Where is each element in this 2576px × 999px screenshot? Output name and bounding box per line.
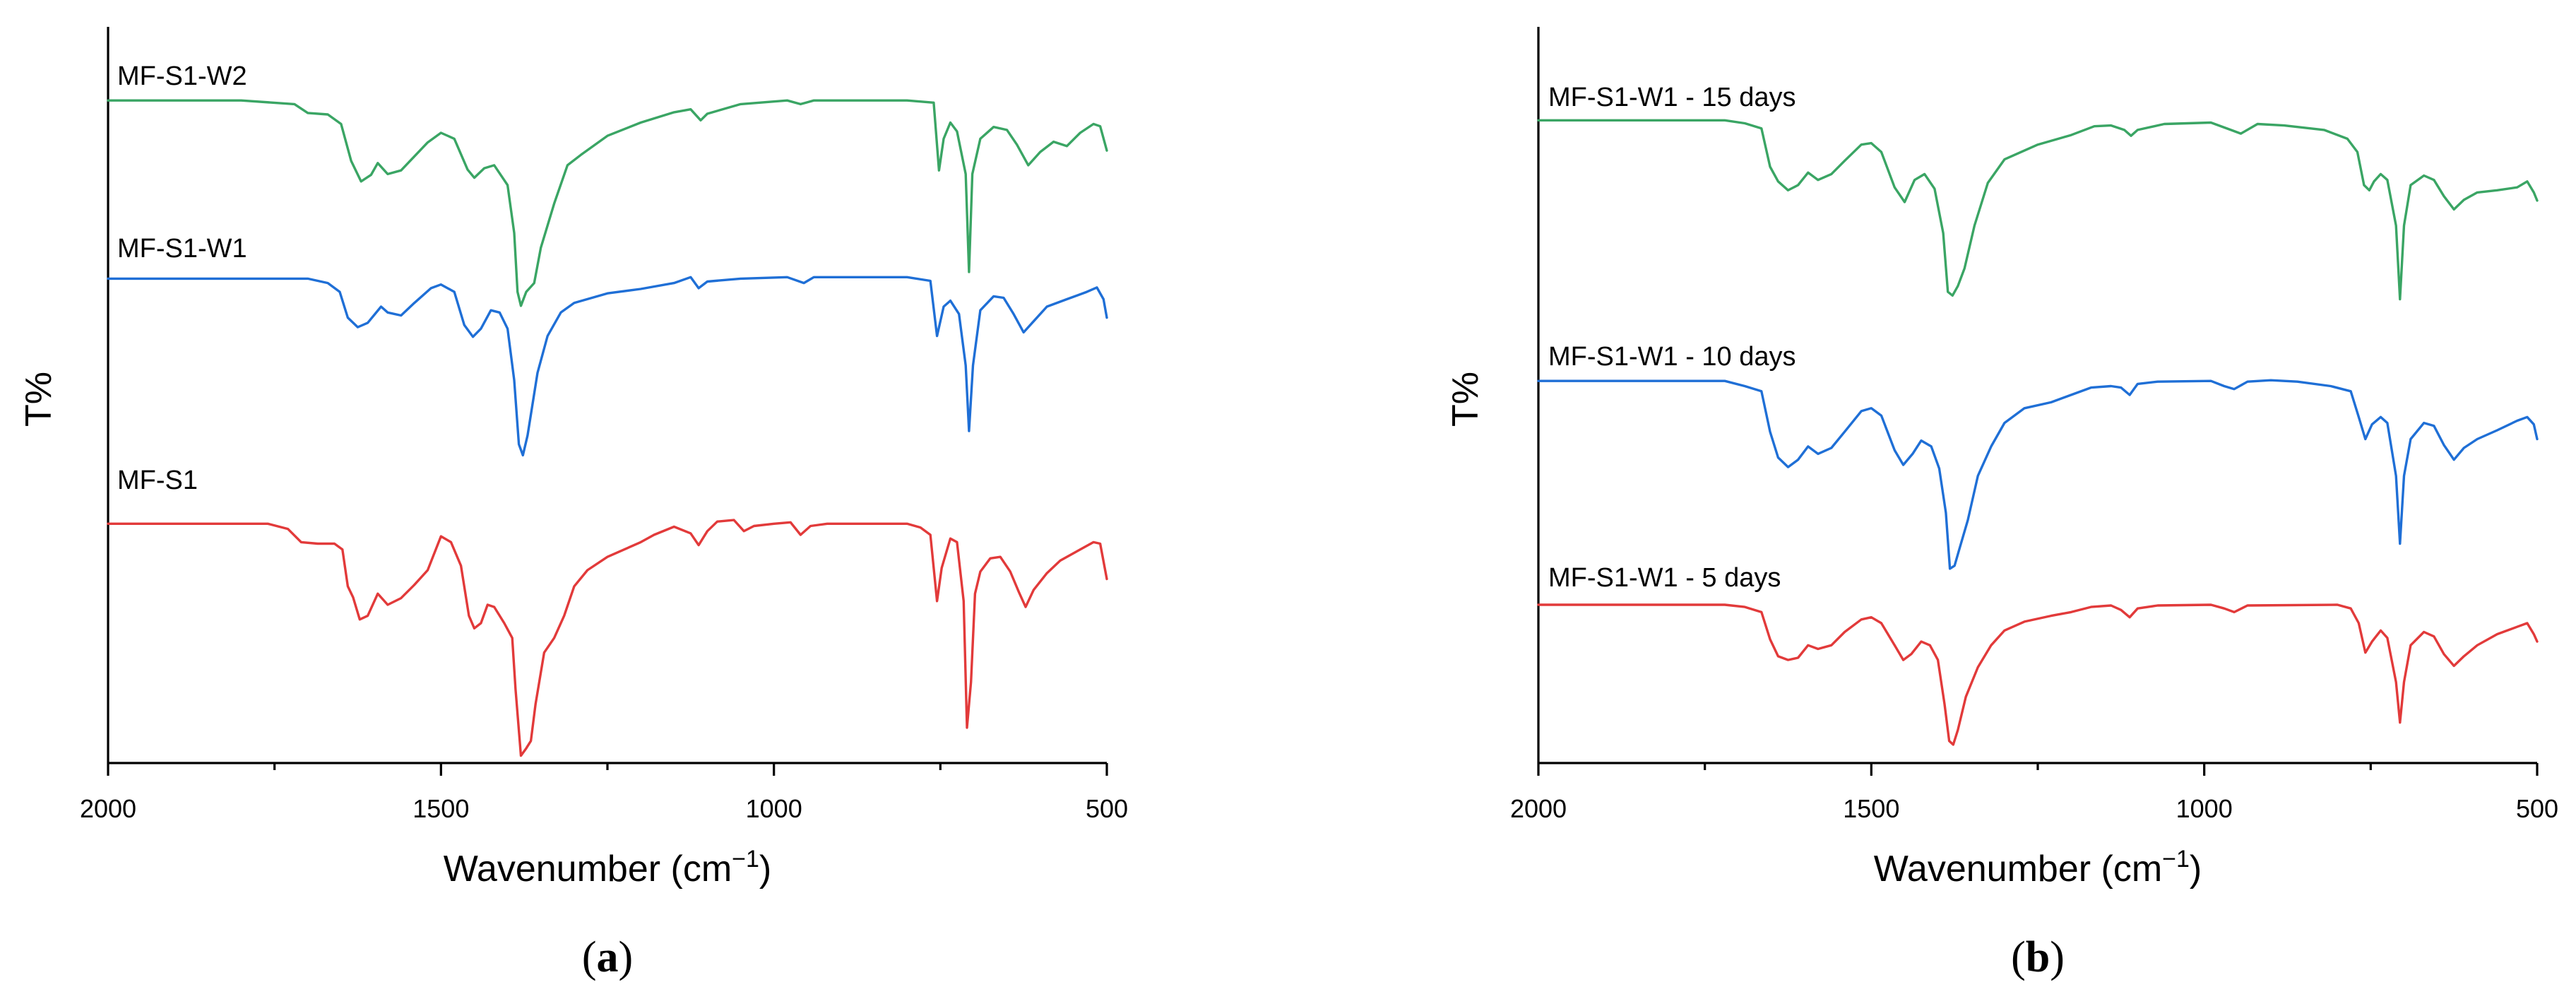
panel-b-label-10-days: MF-S1-W1 - 10 days (1548, 342, 1796, 372)
panel-a-trace-mf-s1 (107, 519, 1108, 757)
panel-b-label-15-days: MF-S1-W1 - 15 days (1548, 83, 1796, 112)
panel-a-label-mf-s1-w2: MF-S1-W2 (117, 61, 247, 91)
panel-b-y-axis-title: T% (1445, 372, 1486, 427)
panel-a-tick-label: 1500 (412, 794, 469, 823)
panel-b-trace-mf-s1-w1-10-days (1537, 379, 2539, 570)
panel-b-traces (1537, 119, 2539, 746)
panel-a-traces (107, 99, 1108, 757)
panel-b-letter: (b) (2011, 933, 2065, 981)
panel-b-trace-mf-s1-w1-15-days (1537, 119, 2539, 301)
panel-a-tick-label: 500 (1086, 794, 1128, 823)
panel-a-x-axis-title: Wavenumber (cm−1) (444, 846, 771, 889)
panel-b: 2000 1500 1000 500 T% Wavenumber (cm−1) … (1445, 27, 2558, 981)
panel-a-label-mf-s1-w1: MF-S1-W1 (117, 234, 247, 264)
panel-b-x-axis-title: Wavenumber (cm−1) (1874, 846, 2202, 889)
panel-a-trace-mf-s1-w1 (107, 276, 1108, 457)
panel-b-tick-label: 1500 (1843, 794, 1899, 823)
panel-a-tick-label: 2000 (80, 794, 136, 823)
panel-a-letter: (a) (582, 933, 633, 981)
panel-b-tick-label: 500 (2516, 794, 2558, 823)
panel-a-tick-labels: 2000 1500 1000 500 (80, 794, 1128, 823)
panel-a-trace-mf-s1-w2 (107, 99, 1108, 307)
panel-a: 2000 1500 1000 500 T% Wavenumber (cm−1) … (18, 27, 1128, 981)
panel-a-y-axis-title: T% (18, 372, 59, 427)
panel-b-label-5-days: MF-S1-W1 - 5 days (1548, 563, 1781, 593)
panel-b-trace-mf-s1-w1-5-days (1537, 603, 2539, 746)
panel-b-x-ticks (1537, 763, 2539, 776)
panel-b-tick-labels: 2000 1500 1000 500 (1510, 794, 2558, 823)
panel-b-tick-label: 2000 (1510, 794, 1567, 823)
panel-a-tick-label: 1000 (746, 794, 802, 823)
panel-b-tick-label: 1000 (2176, 794, 2233, 823)
panel-a-x-ticks (107, 763, 1108, 776)
panel-a-label-mf-s1: MF-S1 (117, 466, 198, 495)
